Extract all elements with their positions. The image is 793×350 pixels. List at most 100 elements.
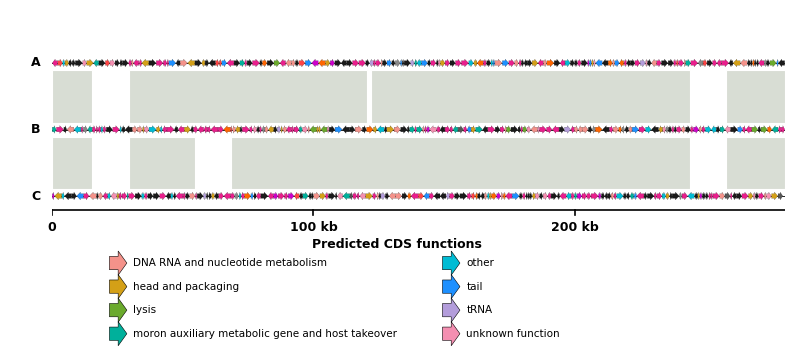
Polygon shape [252,59,260,67]
Polygon shape [717,59,722,67]
Polygon shape [594,59,596,67]
Polygon shape [94,59,99,67]
Polygon shape [467,192,471,200]
Polygon shape [493,59,495,67]
Polygon shape [86,59,94,67]
Polygon shape [574,192,577,200]
Polygon shape [622,126,625,133]
Polygon shape [657,192,662,200]
Polygon shape [245,59,247,67]
Polygon shape [495,126,500,133]
Polygon shape [768,126,772,133]
Polygon shape [634,192,637,200]
Polygon shape [469,59,473,67]
Polygon shape [183,192,186,200]
Polygon shape [234,59,239,67]
Polygon shape [256,192,261,200]
Polygon shape [442,322,460,346]
Polygon shape [144,192,147,200]
Polygon shape [320,192,325,200]
Polygon shape [274,192,278,200]
Polygon shape [759,59,764,67]
Polygon shape [698,192,699,200]
Polygon shape [460,192,467,200]
Polygon shape [341,59,347,67]
Polygon shape [702,126,705,133]
Polygon shape [434,192,440,200]
Polygon shape [472,192,475,200]
Polygon shape [370,59,374,67]
Polygon shape [626,192,630,200]
Text: C: C [32,189,40,203]
Polygon shape [669,192,672,200]
Polygon shape [424,126,427,133]
Polygon shape [408,192,411,200]
Polygon shape [262,59,267,67]
Polygon shape [666,126,668,133]
Polygon shape [303,126,308,133]
Text: 100 kb: 100 kb [289,222,337,235]
Polygon shape [526,192,527,200]
Polygon shape [640,59,646,67]
Polygon shape [442,298,460,322]
Polygon shape [442,274,460,299]
Polygon shape [176,59,180,67]
Polygon shape [262,126,265,133]
Polygon shape [781,126,785,133]
Polygon shape [591,192,599,200]
Polygon shape [108,192,111,200]
Polygon shape [132,126,137,133]
Polygon shape [753,192,755,200]
Polygon shape [149,59,156,67]
Polygon shape [440,126,445,133]
Polygon shape [357,192,359,200]
Polygon shape [565,126,571,133]
Polygon shape [663,126,666,133]
Polygon shape [335,126,343,133]
Polygon shape [592,59,593,67]
Polygon shape [588,59,589,67]
Polygon shape [661,59,668,67]
Polygon shape [195,192,197,200]
Polygon shape [143,126,144,133]
Polygon shape [235,192,239,200]
Polygon shape [374,126,377,133]
Polygon shape [535,192,539,200]
Polygon shape [487,192,489,200]
Polygon shape [278,192,284,200]
Polygon shape [260,59,262,67]
Polygon shape [587,192,591,200]
Polygon shape [98,126,101,133]
Polygon shape [543,192,547,200]
Polygon shape [328,126,329,133]
Polygon shape [632,126,639,133]
Polygon shape [191,126,193,133]
Polygon shape [631,59,634,67]
Polygon shape [431,59,436,67]
Polygon shape [753,59,754,67]
Polygon shape [224,126,230,133]
Polygon shape [703,59,707,67]
Polygon shape [259,126,262,133]
Polygon shape [761,126,768,133]
Polygon shape [527,192,530,200]
Polygon shape [699,126,702,133]
Polygon shape [706,192,708,200]
Polygon shape [582,126,588,133]
Polygon shape [244,192,251,200]
Polygon shape [208,126,211,133]
Polygon shape [608,192,611,200]
Polygon shape [666,192,669,200]
Polygon shape [589,59,592,67]
Polygon shape [502,59,508,67]
Polygon shape [512,192,519,200]
Polygon shape [58,59,63,67]
Polygon shape [52,126,56,133]
Polygon shape [519,59,521,67]
Polygon shape [756,192,758,200]
Polygon shape [147,192,153,200]
Polygon shape [81,126,83,133]
Polygon shape [467,126,471,133]
Polygon shape [314,192,320,200]
Polygon shape [772,126,778,133]
